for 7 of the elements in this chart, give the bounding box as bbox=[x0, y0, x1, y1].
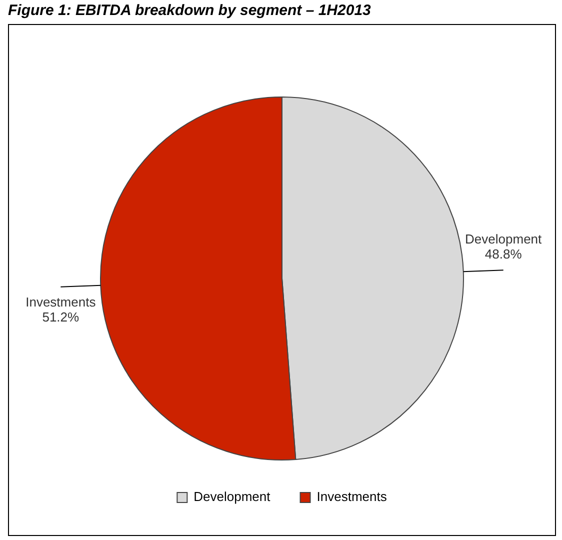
chart-title: Figure 1: EBITDA breakdown by segment – 1H2013 bbox=[8, 2, 371, 19]
legend-label: Investments bbox=[316, 489, 388, 504]
slice-label: Development bbox=[465, 232, 542, 247]
slice-label: Investments bbox=[26, 294, 96, 310]
data-label: 51.2% bbox=[42, 309, 80, 324]
data-label: 48.8% bbox=[484, 246, 522, 262]
legend-label: Development bbox=[194, 489, 271, 504]
